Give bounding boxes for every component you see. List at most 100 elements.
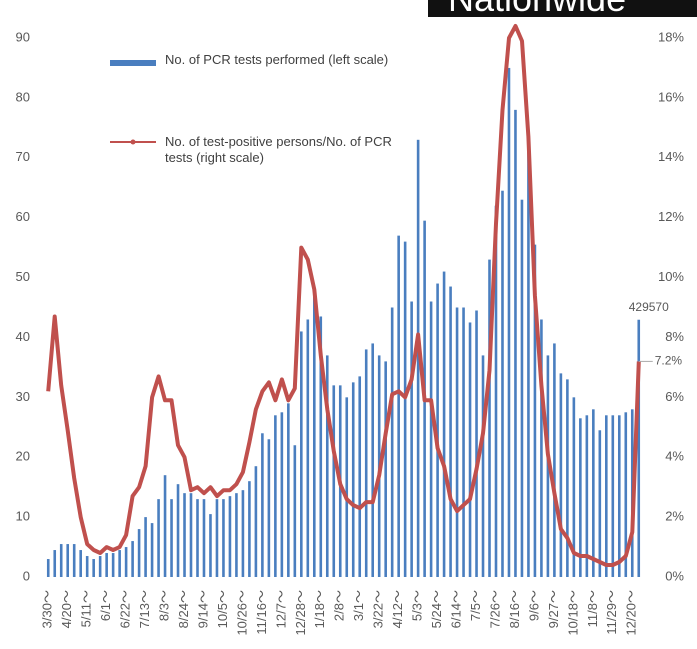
bar (514, 109, 517, 577)
y-tick-label: 50 (16, 269, 30, 284)
y2-tick-label: 14% (658, 149, 684, 164)
bar (416, 139, 420, 578)
bar (559, 373, 563, 577)
x-tick-label: 9/14～ (195, 590, 210, 628)
bar (540, 319, 543, 577)
bar (267, 439, 271, 577)
y-tick-label: 0 (23, 568, 30, 583)
y2-tick-label: 4% (665, 449, 684, 464)
bar (566, 379, 569, 577)
bar (585, 415, 589, 577)
bar (248, 481, 251, 577)
y2-tick-label: 6% (665, 389, 684, 404)
x-tick-label: 7/5～ (468, 590, 483, 621)
bar (209, 514, 212, 577)
bar (579, 418, 582, 577)
bar (449, 286, 452, 577)
x-tick-label: 10/5～ (215, 590, 230, 628)
bar (410, 301, 413, 577)
x-tick-label: 10/26～ (234, 590, 249, 636)
x-tick-label: 1/18～ (312, 590, 327, 628)
x-tick-label: 8/3～ (156, 590, 171, 621)
legend-label: No. of PCR tests performed (left scale) (165, 52, 389, 67)
bar (494, 205, 498, 577)
bar (196, 499, 199, 577)
x-tick-label: 9/6～ (526, 590, 541, 621)
bar (488, 259, 491, 577)
bar (403, 241, 407, 577)
bar (475, 310, 478, 577)
bar (215, 499, 219, 577)
line (46, 24, 641, 567)
bar (131, 541, 134, 577)
x-tick-label: 12/28～ (293, 590, 308, 636)
x-tick-label: 7/13～ (137, 590, 152, 628)
bar (241, 490, 245, 577)
bar (293, 445, 297, 577)
x-tick-label: 12/20～ (624, 590, 639, 636)
y2-tick-label: 2% (665, 509, 684, 524)
y2-tick-label: 10% (658, 269, 684, 284)
bar (235, 493, 238, 577)
bar (261, 433, 264, 577)
bar (605, 415, 608, 577)
y-tick-label: 60 (16, 209, 30, 224)
bar (572, 397, 576, 577)
bar (384, 361, 387, 577)
y2-tick-label: 0% (665, 568, 684, 583)
bar (79, 550, 82, 577)
x-tick-label: 7/26～ (487, 590, 502, 628)
bar (189, 493, 193, 577)
legend-swatch (130, 139, 136, 145)
x-tick-label: 5/24～ (429, 590, 444, 628)
bar (170, 499, 173, 577)
bar (254, 466, 258, 577)
bar (462, 307, 465, 577)
bar (312, 292, 316, 577)
bar (176, 484, 180, 577)
bar (280, 412, 284, 577)
bar (300, 331, 303, 577)
bar (436, 283, 439, 577)
bar (98, 556, 102, 577)
bar (429, 301, 433, 577)
banner-text: Nationwide (448, 0, 626, 17)
bar (157, 499, 160, 577)
bar (183, 493, 186, 577)
x-tick-label: 5/3～ (410, 590, 425, 621)
x-tick-label: 8/24～ (176, 590, 191, 628)
x-tick-label: 2/8～ (332, 590, 347, 621)
bar (481, 355, 485, 577)
x-tick-label: 4/12～ (390, 590, 405, 628)
bar (332, 385, 336, 577)
bar (553, 343, 556, 577)
bar (59, 544, 63, 577)
bar (150, 523, 154, 577)
bar (163, 475, 167, 577)
x-tick-label: 5/11～ (79, 590, 94, 627)
bar (468, 322, 472, 577)
bar (124, 547, 128, 577)
bar (46, 559, 50, 577)
x-tick-label: 6/1～ (98, 590, 113, 621)
bar (598, 430, 602, 577)
bar (287, 403, 290, 577)
y-tick-label: 90 (16, 29, 30, 44)
data-label: 429570 (629, 300, 669, 314)
bar (92, 559, 95, 577)
y-tick-label: 30 (16, 389, 30, 404)
bar (390, 307, 394, 577)
y2-tick-label: 18% (658, 29, 684, 44)
x-tick-label: 6/14～ (448, 590, 463, 628)
y2-tick-label: 8% (665, 329, 684, 344)
banner: Nationwide (428, 0, 697, 17)
bar (137, 529, 141, 577)
x-tick-label: 3/30～ (40, 590, 55, 628)
x-tick-label: 12/7～ (273, 590, 288, 628)
bar (592, 409, 595, 577)
bar (325, 355, 329, 577)
bar (53, 550, 57, 577)
legend-swatch (110, 60, 156, 66)
